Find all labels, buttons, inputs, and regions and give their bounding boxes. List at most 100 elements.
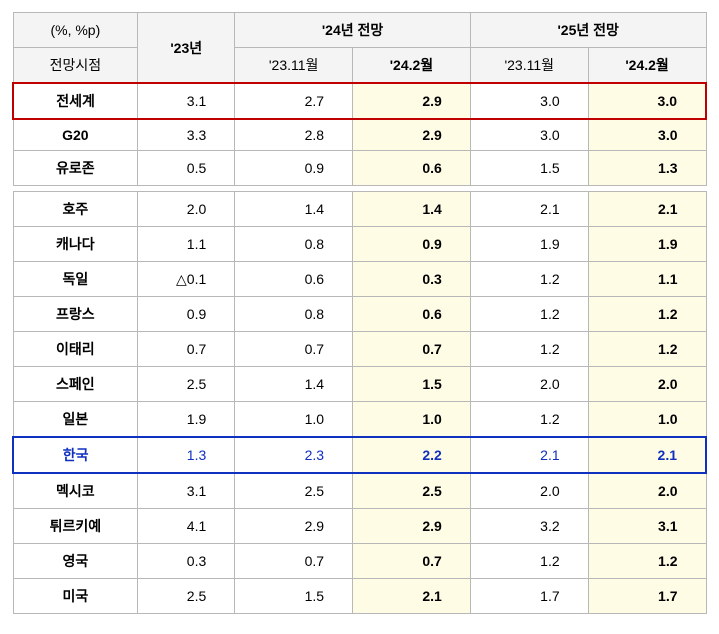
cell-y25-nov: 2.1 [470,192,588,227]
cell-y24-nov: 0.9 [235,151,353,186]
cell-y24-feb: 1.0 [353,402,471,438]
cell-y24-nov: 0.7 [235,544,353,579]
cell-y25-nov: 1.5 [470,151,588,186]
cell-y24-nov: 2.5 [235,473,353,509]
cell-y25-nov: 3.2 [470,509,588,544]
row-label: 멕시코 [13,473,138,509]
cell-y24-feb: 1.5 [353,367,471,402]
cell-y24-feb: 0.7 [353,544,471,579]
cell-y23: 0.7 [138,332,235,367]
header-y25-nov: '23.11월 [470,48,588,84]
cell-y24-feb: 2.1 [353,579,471,614]
cell-y24-nov: 1.4 [235,367,353,402]
cell-y24-nov: 2.3 [235,437,353,473]
row-label: G20 [13,119,138,151]
cell-y25-feb: 1.0 [588,402,706,438]
cell-y23: 0.3 [138,544,235,579]
cell-y25-nov: 2.0 [470,473,588,509]
cell-y24-feb: 0.7 [353,332,471,367]
cell-y24-feb: 2.5 [353,473,471,509]
table-row: 캐나다1.10.80.91.91.9 [13,227,706,262]
cell-y25-feb: 1.2 [588,332,706,367]
cell-y24-feb: 1.4 [353,192,471,227]
table-row: 영국0.30.70.71.21.2 [13,544,706,579]
table-row: 한국1.32.32.22.12.1 [13,437,706,473]
row-label: 이태리 [13,332,138,367]
table-row: 프랑스0.90.80.61.21.2 [13,297,706,332]
table-header: (%, %p) '23년 '24년 전망 '25년 전망 전망시점 '23.11… [13,13,706,84]
row-label: 호주 [13,192,138,227]
cell-y23: 1.1 [138,227,235,262]
cell-y25-feb: 1.1 [588,262,706,297]
table-row: 스페인2.51.41.52.02.0 [13,367,706,402]
cell-y23: 2.5 [138,579,235,614]
header-y24: '24년 전망 [235,13,471,48]
cell-y24-nov: 1.0 [235,402,353,438]
cell-y25-nov: 1.2 [470,544,588,579]
cell-y25-feb: 3.0 [588,83,706,119]
cell-y24-feb: 0.6 [353,297,471,332]
table-row: 미국2.51.52.11.71.7 [13,579,706,614]
cell-y24-feb: 2.2 [353,437,471,473]
cell-y25-feb: 3.0 [588,119,706,151]
cell-y25-feb: 1.2 [588,544,706,579]
cell-y25-nov: 1.2 [470,262,588,297]
cell-y24-nov: 0.7 [235,332,353,367]
table-row: 일본1.91.01.01.21.0 [13,402,706,438]
cell-y23: 0.5 [138,151,235,186]
row-label: 전세계 [13,83,138,119]
cell-y23: △0.1 [138,262,235,297]
cell-y25-nov: 3.0 [470,119,588,151]
cell-y24-feb: 0.3 [353,262,471,297]
row-label: 캐나다 [13,227,138,262]
cell-y24-nov: 2.8 [235,119,353,151]
table-body: 전세계3.12.72.93.03.0G203.32.82.93.03.0유로존0… [13,83,706,614]
table-row: 전세계3.12.72.93.03.0 [13,83,706,119]
header-sublabel: 전망시점 [13,48,138,84]
cell-y23: 2.0 [138,192,235,227]
cell-y25-nov: 1.2 [470,332,588,367]
cell-y24-feb: 0.9 [353,227,471,262]
header-y25: '25년 전망 [470,13,706,48]
cell-y24-feb: 2.9 [353,119,471,151]
cell-y24-nov: 0.8 [235,227,353,262]
cell-y25-feb: 2.0 [588,473,706,509]
table-row: 멕시코3.12.52.52.02.0 [13,473,706,509]
table-row: 이태리0.70.70.71.21.2 [13,332,706,367]
row-label: 일본 [13,402,138,438]
row-label: 독일 [13,262,138,297]
cell-y25-feb: 3.1 [588,509,706,544]
cell-y24-nov: 0.8 [235,297,353,332]
forecast-table: (%, %p) '23년 '24년 전망 '25년 전망 전망시점 '23.11… [12,12,707,614]
cell-y25-nov: 3.0 [470,83,588,119]
cell-y25-nov: 1.9 [470,227,588,262]
cell-y25-feb: 1.3 [588,151,706,186]
cell-y24-feb: 2.9 [353,509,471,544]
row-label: 프랑스 [13,297,138,332]
cell-y24-nov: 0.6 [235,262,353,297]
cell-y25-nov: 2.1 [470,437,588,473]
cell-y23: 4.1 [138,509,235,544]
cell-y23: 0.9 [138,297,235,332]
header-y24-nov: '23.11월 [235,48,353,84]
header-y24-feb: '24.2월 [353,48,471,84]
cell-y25-feb: 1.7 [588,579,706,614]
cell-y25-feb: 2.0 [588,367,706,402]
row-label: 튀르키예 [13,509,138,544]
row-label: 한국 [13,437,138,473]
cell-y24-feb: 2.9 [353,83,471,119]
row-label: 미국 [13,579,138,614]
cell-y25-nov: 1.2 [470,297,588,332]
cell-y24-nov: 2.9 [235,509,353,544]
cell-y25-nov: 1.2 [470,402,588,438]
cell-y23: 3.1 [138,473,235,509]
cell-y25-feb: 1.9 [588,227,706,262]
table-row: 유로존0.50.90.61.51.3 [13,151,706,186]
cell-y25-nov: 2.0 [470,367,588,402]
cell-y23: 1.3 [138,437,235,473]
cell-y25-feb: 2.1 [588,437,706,473]
row-label: 스페인 [13,367,138,402]
cell-y24-feb: 0.6 [353,151,471,186]
cell-y23: 2.5 [138,367,235,402]
cell-y23: 3.3 [138,119,235,151]
